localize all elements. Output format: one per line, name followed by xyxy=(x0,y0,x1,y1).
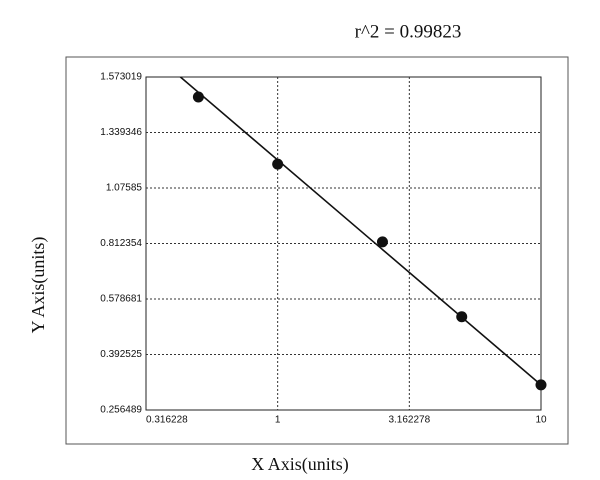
clip-group xyxy=(179,77,541,386)
x-tick-label: 10 xyxy=(535,415,547,426)
y-tick-label: 1.339346 xyxy=(100,127,142,138)
data-point xyxy=(192,91,204,103)
y-tick-label: 0.392525 xyxy=(100,349,142,360)
fit-line xyxy=(179,77,541,386)
x-tick-label: 1 xyxy=(275,415,281,426)
x-tick-label: 0.316228 xyxy=(146,415,188,426)
y-tick-label: 0.578681 xyxy=(100,294,142,305)
x-tick-label: 3.162278 xyxy=(388,415,430,426)
data-point xyxy=(535,379,547,391)
y-tick-label: 0.256489 xyxy=(100,405,142,416)
x-axis-label: X Axis(units) xyxy=(251,454,349,475)
data-point xyxy=(376,236,388,248)
y-tick-label: 1.07585 xyxy=(106,183,143,194)
y-axis-label: Y Axis(units) xyxy=(28,237,49,334)
y-tick-label: 0.812354 xyxy=(100,238,142,249)
data-point xyxy=(272,158,284,170)
plot-layer: 0.256489 0.392525 0.578681 0.812354 1.07585 1… xyxy=(100,72,547,426)
data-point xyxy=(456,311,468,323)
y-tick-label: 1.573019 xyxy=(100,72,142,83)
chart-title: r^2 = 0.99823 xyxy=(355,21,462,42)
